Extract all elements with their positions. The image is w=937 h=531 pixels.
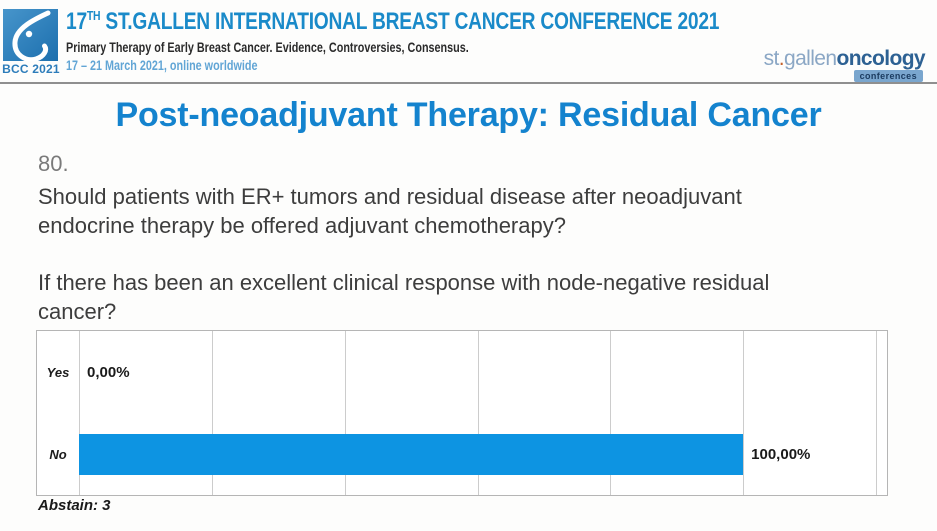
- gridline: [743, 331, 745, 495]
- poll-chart: Yes No 0,00% 100,00%: [36, 330, 888, 496]
- bar-value-label-no: 100,00%: [751, 445, 811, 463]
- stgallen-oncology-logo: st.gallenoncology: [763, 47, 926, 71]
- bar-row-no: 100,00%: [79, 413, 876, 495]
- conference-title-text: ST.GALLEN INTERNATIONAL BREAST CANCER CO…: [105, 8, 720, 35]
- bcc-conference-logo-icon: [3, 9, 58, 61]
- bar-value-label-yes: 0,00%: [87, 363, 130, 381]
- brand-conferences-tag: conferences: [853, 70, 923, 82]
- question-line: Should patients with ER+ tumors and resi…: [38, 184, 742, 209]
- brand-dot: .: [778, 47, 785, 70]
- abstain-note: Abstain: 3: [38, 497, 111, 514]
- category-label-no: No: [49, 446, 67, 462]
- bar-no: [79, 433, 744, 475]
- category-label-yes: Yes: [46, 364, 70, 380]
- page-title: Post-neoadjuvant Therapy: Residual Cance…: [115, 96, 822, 134]
- bar-row-yes: 0,00%: [79, 331, 876, 413]
- gridline: [211, 331, 213, 495]
- brand-gallen: gallen: [784, 47, 837, 70]
- gridline: [79, 331, 80, 495]
- question-line: endocrine therapy be offered adjuvant ch…: [38, 213, 566, 238]
- chart-category-labels: Yes No: [37, 331, 79, 495]
- brand-st: st: [763, 47, 780, 70]
- conference-title-ordinal: TH: [86, 8, 101, 23]
- conference-title: 17TH ST.GALLEN INTERNATIONAL BREAST CANC…: [66, 8, 719, 36]
- gridline: [477, 331, 479, 495]
- bcc-logo-caption: BCC 2021: [2, 62, 60, 76]
- condition-line: If there has been an excellent clinical …: [38, 270, 770, 295]
- condition-line: cancer?: [38, 299, 117, 324]
- gridline: [344, 331, 346, 495]
- conference-dates: 17 – 21 March 2021, online worldwide: [66, 58, 258, 73]
- question-text: Should patients with ER+ tumors and resi…: [38, 182, 742, 240]
- gridline: [876, 331, 877, 495]
- gridline: [610, 331, 612, 495]
- header-divider: [0, 82, 937, 84]
- condition-text: If there has been an excellent clinical …: [38, 268, 769, 326]
- brand-oncology: oncology: [836, 47, 925, 70]
- conference-title-number: 17: [66, 8, 87, 35]
- chart-plot: 0,00% 100,00%: [79, 331, 877, 495]
- conference-subtitle: Primary Therapy of Early Breast Cancer. …: [66, 40, 469, 55]
- question-number: 80.: [38, 151, 69, 176]
